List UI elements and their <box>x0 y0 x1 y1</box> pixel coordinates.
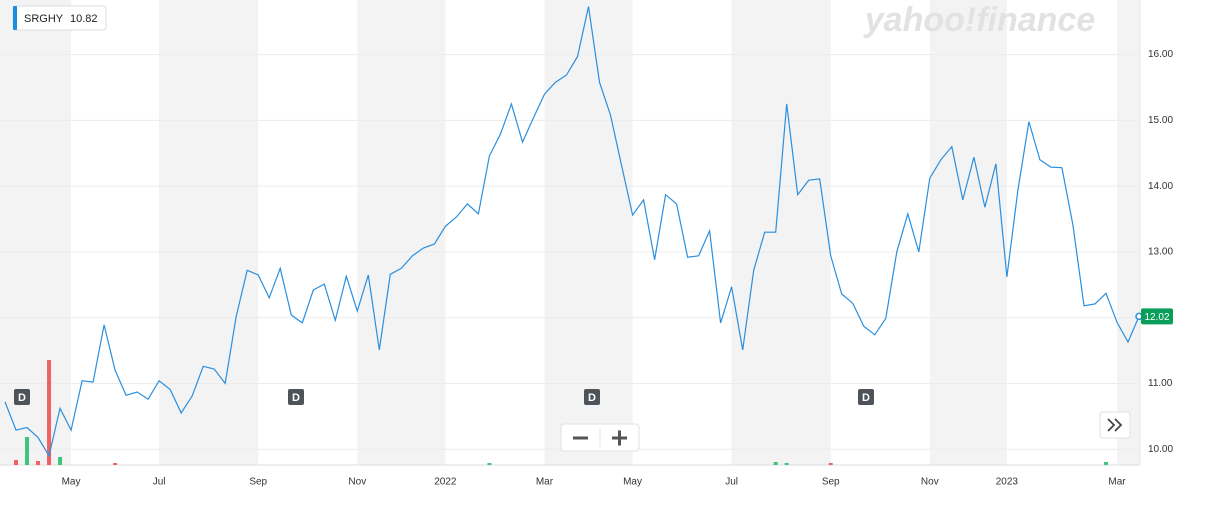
y-tick-label: 11.00 <box>1148 378 1173 389</box>
volume-bar <box>36 461 41 465</box>
x-tick-label: Jul <box>153 477 166 488</box>
scroll-icon <box>1107 418 1123 432</box>
last-price-label: 12.02 <box>1144 312 1169 323</box>
quote: 10.82 <box>70 13 98 25</box>
dividend-label: D <box>862 392 870 404</box>
scroll-button[interactable] <box>1099 411 1131 439</box>
volume-bar <box>1103 462 1108 465</box>
x-tick-label: May <box>62 477 81 488</box>
x-tick-label: Nov <box>921 477 939 488</box>
price-line <box>4 6 1140 458</box>
x-tick-label: May <box>623 477 642 488</box>
dividend-marker <box>14 389 30 405</box>
last-price-tag <box>1141 308 1173 325</box>
x-tick-label: 2023 <box>996 477 1019 488</box>
dividend-label: D <box>292 392 300 404</box>
x-tick-label: Mar <box>536 477 554 488</box>
month-stripe <box>929 0 1007 465</box>
dividend-label: D <box>588 392 596 404</box>
volume-bar <box>784 463 789 465</box>
volume-bar <box>25 437 30 465</box>
quote-badge: SRGHY 10.82 <box>12 5 107 31</box>
x-tick-label: Jul <box>725 477 738 488</box>
volume-bar <box>828 463 833 465</box>
month-stripe <box>544 0 633 465</box>
volume-bar <box>14 460 19 465</box>
dividend-marker <box>288 389 304 405</box>
month-stripe <box>0 0 72 465</box>
month-stripe <box>1116 0 1140 465</box>
month-stripe <box>731 0 831 465</box>
dividend-marker <box>584 389 600 405</box>
x-tick-label: Mar <box>1108 477 1126 488</box>
dividend-label: D <box>18 392 26 404</box>
y-tick-label: 14.00 <box>1148 181 1173 192</box>
y-tick-label: 16.00 <box>1148 49 1173 60</box>
badge-accent <box>13 6 17 30</box>
zoom-controls <box>560 423 640 452</box>
volume-bar <box>58 457 63 465</box>
y-tick-label: 13.00 <box>1148 247 1173 258</box>
volume-bar <box>47 360 52 465</box>
volume-bar <box>113 463 118 465</box>
y-tick-label: 15.00 <box>1148 115 1173 126</box>
x-tick-label: Sep <box>249 477 267 488</box>
x-tick-label: Nov <box>348 477 366 488</box>
x-tick-label: 2022 <box>434 477 457 488</box>
dividend-marker <box>858 389 874 405</box>
watermark: yahoo!finance <box>863 1 1095 39</box>
volume-bar <box>487 463 492 465</box>
symbol: SRGHY <box>24 13 64 25</box>
y-tick-label: 10.00 <box>1148 444 1173 455</box>
month-stripe <box>357 0 446 465</box>
background <box>0 0 1141 466</box>
month-stripe <box>159 0 259 465</box>
x-tick-label: Sep <box>822 477 840 488</box>
volume-bar <box>773 462 778 465</box>
